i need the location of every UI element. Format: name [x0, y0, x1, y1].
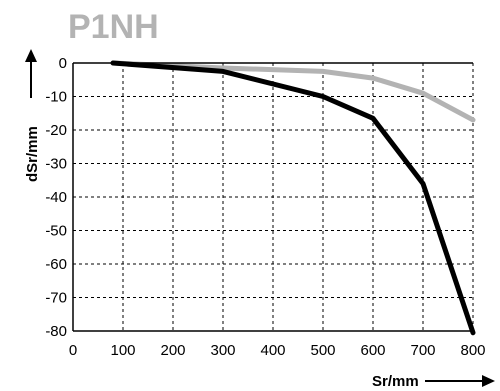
x-axis-arrow-head — [482, 375, 495, 387]
x-tick-label: 700 — [410, 342, 435, 359]
series-line-black — [110, 60, 476, 336]
y-tick-label: -10 — [45, 89, 67, 106]
x-tick-label: 300 — [210, 342, 235, 359]
y-tick-label: -40 — [45, 189, 67, 206]
tick-labels: 0 100 200 300 400 500 600 700 800 0 -10 -20 -30 -40 -5… — [45, 55, 485, 359]
chart-title: P1NH — [68, 8, 159, 46]
x-tick-label: 0 — [69, 342, 77, 359]
x-tick-label: 400 — [260, 342, 285, 359]
series-group — [110, 60, 476, 336]
y-tick-label: -80 — [45, 323, 67, 340]
grid — [73, 63, 474, 331]
x-tick-label: 200 — [160, 342, 185, 359]
y-tick-label: -60 — [45, 256, 67, 273]
x-axis-label: Sr/mm — [372, 373, 419, 390]
y-tick-label: -20 — [45, 122, 67, 139]
y-axis-label-group: dSr/mm — [24, 49, 41, 182]
y-tick-label: -50 — [45, 223, 67, 240]
x-tick-label: 600 — [360, 342, 385, 359]
x-axis-label-group: Sr/mm — [372, 373, 495, 390]
x-tick-label: 100 — [110, 342, 135, 359]
y-tick-label: -30 — [45, 156, 67, 173]
y-axis-arrow-head — [25, 49, 37, 62]
y-axis-label: dSr/mm — [24, 126, 41, 182]
y-tick-label: 0 — [59, 55, 67, 72]
plot-frame — [72, 62, 473, 332]
x-tick-label: 800 — [460, 342, 485, 359]
y-tick-label: -70 — [45, 290, 67, 307]
series-line-gray — [110, 60, 476, 123]
x-tick-label: 500 — [310, 342, 335, 359]
